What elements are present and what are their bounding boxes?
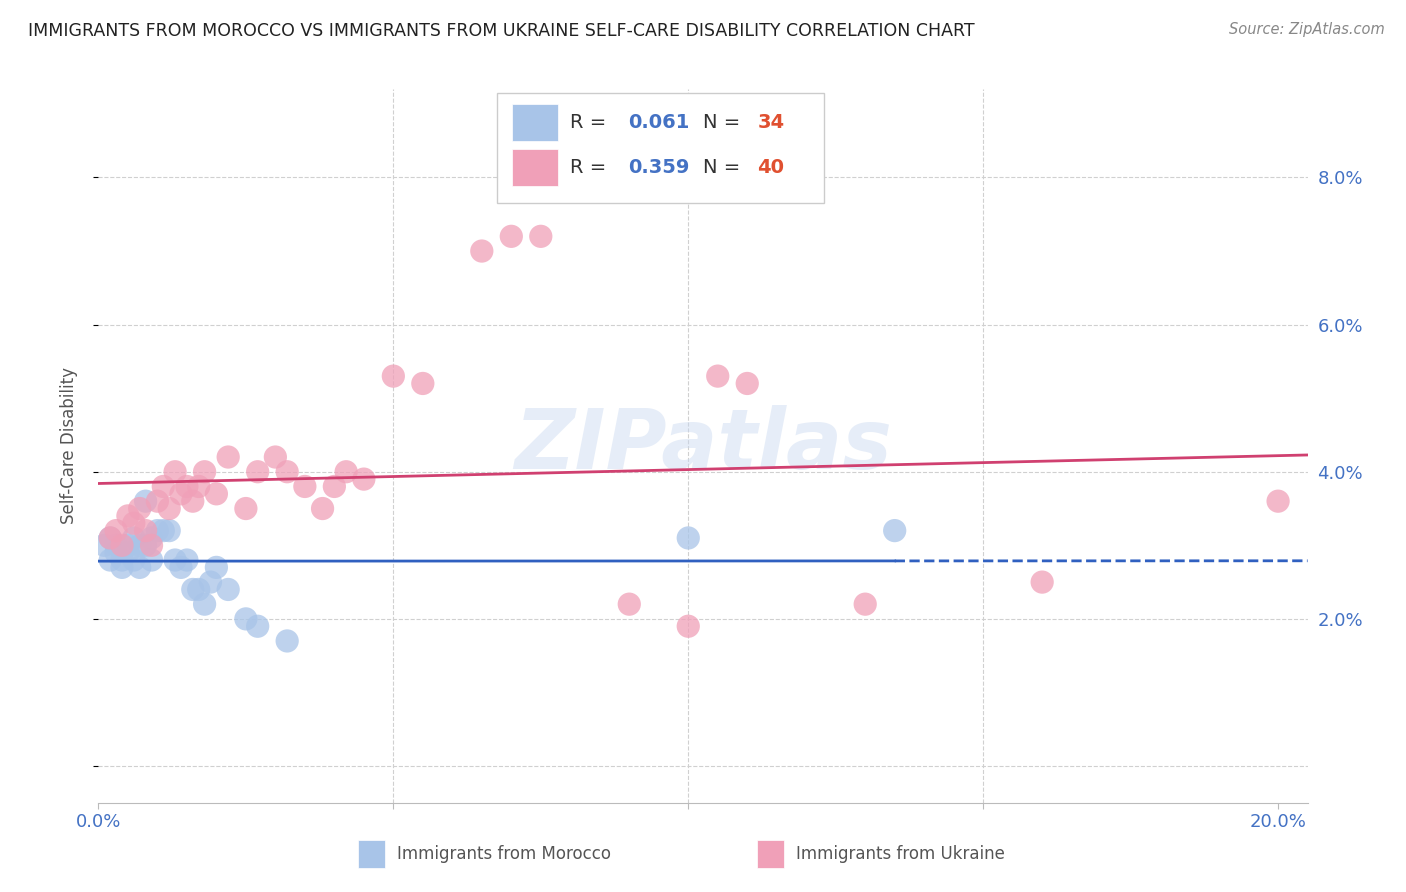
FancyBboxPatch shape	[498, 93, 824, 203]
Point	[170, 560, 193, 574]
Point	[111, 553, 134, 567]
Point	[135, 524, 157, 538]
Point	[165, 553, 187, 567]
Point	[471, 244, 494, 258]
Text: Immigrants from Morocco: Immigrants from Morocco	[396, 846, 612, 863]
Point	[135, 538, 157, 552]
Point	[883, 524, 905, 538]
Point	[128, 538, 150, 552]
Point	[122, 516, 145, 531]
Bar	[758, 840, 785, 869]
Point	[501, 229, 523, 244]
Point	[735, 376, 758, 391]
Point	[205, 487, 228, 501]
Point	[619, 597, 641, 611]
Point	[294, 479, 316, 493]
Point	[194, 465, 217, 479]
Point	[181, 494, 204, 508]
Point	[111, 538, 134, 552]
Point	[105, 538, 128, 552]
Point	[217, 450, 239, 464]
Point	[187, 479, 209, 493]
Point	[235, 501, 257, 516]
Point	[146, 494, 169, 508]
Text: R =: R =	[569, 158, 613, 178]
Point	[117, 546, 139, 560]
Point	[105, 524, 128, 538]
Bar	[512, 149, 558, 186]
Point	[98, 531, 121, 545]
Point	[678, 619, 700, 633]
Point	[181, 582, 204, 597]
Point	[128, 560, 150, 574]
Y-axis label: Self-Care Disability: Self-Care Disability	[59, 368, 77, 524]
Point	[412, 376, 434, 391]
Text: N =: N =	[703, 158, 747, 178]
Point	[117, 508, 139, 523]
Point	[335, 465, 357, 479]
Point	[152, 524, 174, 538]
Point	[135, 494, 157, 508]
Text: IMMIGRANTS FROM MOROCCO VS IMMIGRANTS FROM UKRAINE SELF-CARE DISABILITY CORRELAT: IMMIGRANTS FROM MOROCCO VS IMMIGRANTS FR…	[28, 22, 974, 40]
Point	[323, 479, 346, 493]
Text: ZIPatlas: ZIPatlas	[515, 406, 891, 486]
Point	[170, 487, 193, 501]
Point	[176, 553, 198, 567]
Point	[98, 531, 121, 545]
Point	[146, 524, 169, 538]
Point	[382, 369, 405, 384]
Point	[122, 553, 145, 567]
Point	[98, 553, 121, 567]
Text: 0.061: 0.061	[628, 113, 689, 132]
Point	[678, 531, 700, 545]
Text: 40: 40	[758, 158, 785, 178]
Point	[311, 501, 333, 516]
Point	[93, 538, 115, 552]
Point	[200, 575, 222, 590]
Point	[141, 553, 163, 567]
Point	[187, 582, 209, 597]
Point	[276, 634, 298, 648]
Text: 0.359: 0.359	[628, 158, 689, 178]
Point	[246, 619, 269, 633]
Point	[122, 531, 145, 545]
Point	[246, 465, 269, 479]
Point	[264, 450, 287, 464]
Point	[353, 472, 375, 486]
Point	[141, 538, 163, 552]
Text: 34: 34	[758, 113, 785, 132]
Point	[152, 479, 174, 493]
Bar	[512, 104, 558, 141]
Bar	[359, 840, 385, 869]
Text: N =: N =	[703, 113, 747, 132]
Point	[176, 479, 198, 493]
Point	[128, 501, 150, 516]
Point	[157, 501, 180, 516]
Text: Immigrants from Ukraine: Immigrants from Ukraine	[796, 846, 1005, 863]
Point	[117, 538, 139, 552]
Point	[706, 369, 728, 384]
Text: R =: R =	[569, 113, 613, 132]
Text: Source: ZipAtlas.com: Source: ZipAtlas.com	[1229, 22, 1385, 37]
Point	[105, 546, 128, 560]
Point	[165, 465, 187, 479]
Point	[157, 524, 180, 538]
Point	[853, 597, 876, 611]
Point	[530, 229, 553, 244]
Point	[235, 612, 257, 626]
Point	[141, 531, 163, 545]
Point	[111, 560, 134, 574]
Point	[194, 597, 217, 611]
Point	[217, 582, 239, 597]
Point	[1031, 575, 1053, 590]
Point	[1267, 494, 1289, 508]
Point	[205, 560, 228, 574]
Point	[276, 465, 298, 479]
